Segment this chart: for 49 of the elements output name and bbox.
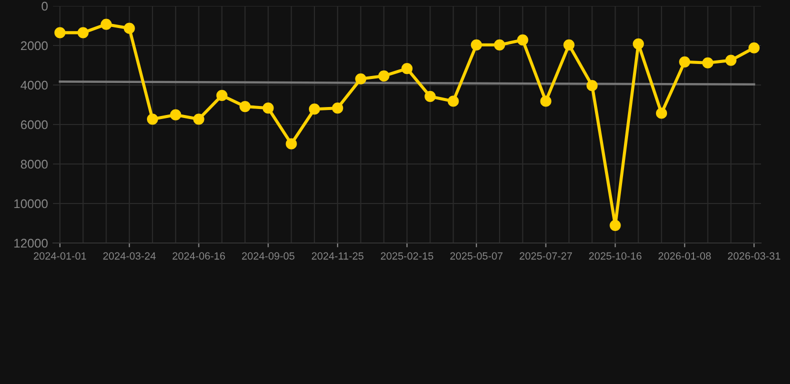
- x-tick-label: 2024-01-01: [34, 252, 86, 260]
- point: [702, 57, 714, 68]
- x-tick-label: 2025-10-16: [589, 252, 642, 260]
- point: [355, 73, 366, 84]
- point: [146, 114, 158, 125]
- point: [494, 39, 506, 50]
- x-tick-label: 2025-05-07: [450, 252, 503, 260]
- point: [308, 104, 320, 115]
- point: [54, 27, 66, 38]
- point: [517, 34, 528, 46]
- point: [378, 70, 390, 82]
- y-tick-label: 4000: [20, 80, 48, 90]
- y-tick-label: 0: [42, 2, 48, 11]
- point: [262, 102, 274, 114]
- point: [656, 108, 668, 119]
- y-tick-label: 8000: [20, 160, 48, 169]
- point: [124, 22, 135, 34]
- point: [170, 109, 182, 120]
- point: [332, 102, 344, 114]
- point: [610, 220, 621, 231]
- x-tick-label: 2025-02-15: [380, 252, 434, 260]
- x-tick-label: 2026-03-31: [728, 252, 780, 260]
- point: [286, 138, 297, 150]
- x-tick-label: 2024-09-05: [242, 252, 294, 260]
- x-tick-label: 2024-11-25: [312, 252, 364, 260]
- point: [679, 56, 690, 68]
- x-tick-label: 2025-07-27: [520, 252, 572, 260]
- point: [632, 38, 644, 50]
- point: [470, 39, 482, 50]
- point: [586, 80, 598, 92]
- y-tick-label: 2000: [20, 41, 48, 50]
- point: [725, 54, 736, 66]
- x-tick-label: 2026-01-08: [658, 252, 711, 260]
- x-tick-label: 2024-06-16: [172, 252, 225, 260]
- point: [401, 63, 413, 74]
- point: [193, 114, 204, 125]
- point: [239, 100, 251, 112]
- point: [100, 18, 112, 30]
- y-tick-label: 10000: [14, 199, 48, 208]
- point: [563, 39, 575, 50]
- point: [540, 96, 552, 107]
- y-tick-label: 12000: [14, 238, 48, 248]
- point: [748, 42, 760, 54]
- point: [424, 90, 436, 102]
- point: [448, 96, 459, 107]
- x-tick-label: 2024-03-24: [103, 252, 156, 260]
- point: [78, 27, 89, 38]
- y-tick-label: 6000: [20, 120, 48, 130]
- point: [216, 90, 228, 102]
